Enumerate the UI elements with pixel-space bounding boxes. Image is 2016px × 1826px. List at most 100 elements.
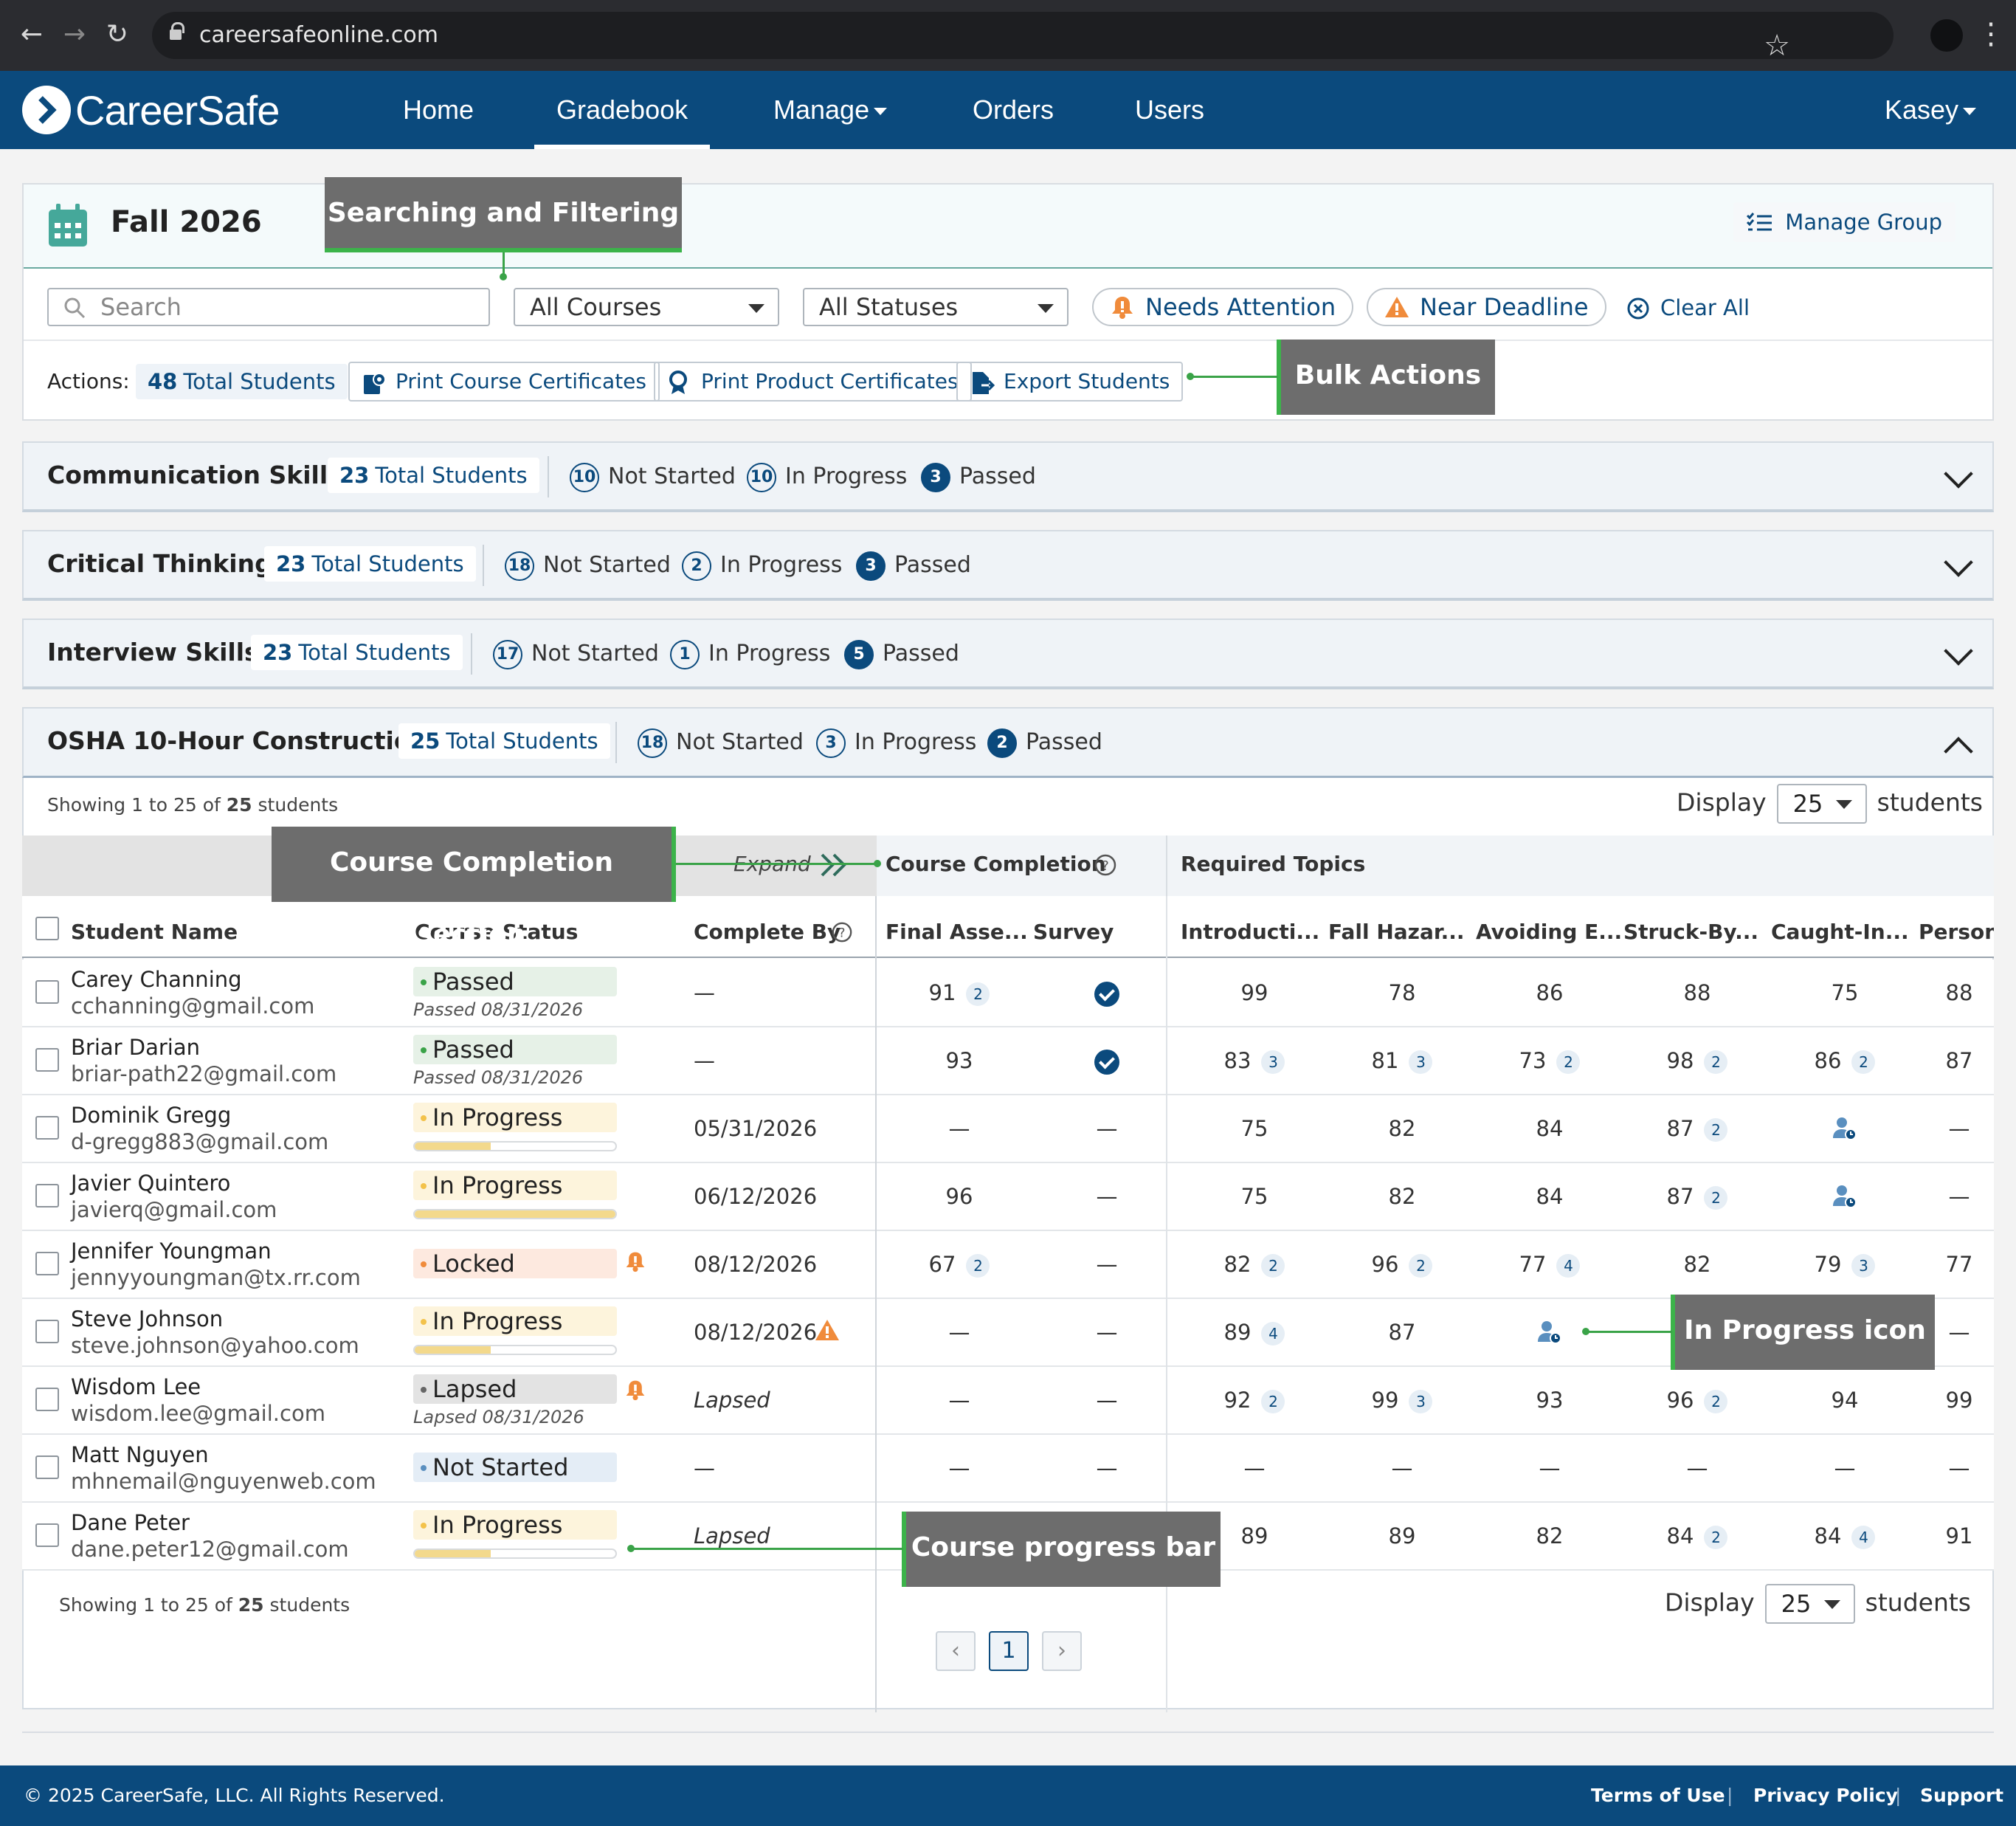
chevron-down-icon[interactable] <box>1944 548 1973 577</box>
course-row-interview-skills[interactable]: Interview Skills 23 Total Students 17 Not … <box>22 619 1994 689</box>
page-1-button[interactable]: 1 <box>989 1631 1029 1671</box>
row-checkbox[interactable] <box>35 1455 59 1479</box>
grade-value: 87 <box>1945 1048 1973 1073</box>
nav-manage[interactable]: Manage <box>773 71 888 149</box>
course-row-critical-thinking[interactable]: Critical Thinking 23 Total Students 18 Not… <box>22 530 1994 601</box>
course-total-label: Total Students <box>446 728 598 754</box>
next-page-button[interactable]: › <box>1042 1631 1082 1671</box>
brand-name: CareerSafe <box>75 86 280 134</box>
col-final-assessment[interactable]: Final Asse... <box>886 920 1028 944</box>
double-chevron-right-icon[interactable] <box>819 852 849 878</box>
grade-cell: 87 2 <box>1623 1184 1771 1210</box>
total-students-label: Total Students <box>183 369 336 394</box>
check-circle-icon <box>1094 982 1119 1007</box>
in-progress-person-icon[interactable] <box>1832 1117 1857 1146</box>
chevron-down-icon[interactable] <box>1944 636 1973 666</box>
course-status-badge: Not Started <box>413 1453 617 1482</box>
student-name: Steve Johnson <box>71 1306 224 1331</box>
callout-course-completion: Course Completion section <box>272 827 676 950</box>
help-circle-icon[interactable]: ? <box>1094 853 1117 877</box>
grade-value: 93 <box>945 1048 973 1073</box>
in-progress-person-icon[interactable] <box>1537 1321 1562 1350</box>
support-link[interactable]: Support <box>1920 1785 2004 1806</box>
manage-group-button[interactable]: Manage Group <box>1733 202 1955 242</box>
row-checkbox[interactable] <box>35 1048 59 1072</box>
privacy-link[interactable]: Privacy Policy <box>1753 1785 1898 1806</box>
nav-users[interactable]: Users <box>1135 94 1205 125</box>
nav-home[interactable]: Home <box>403 94 474 125</box>
display-count-top: Display 25 students <box>1677 784 1983 824</box>
row-checkbox[interactable] <box>35 1252 59 1275</box>
grade-cell: 73 2 <box>1476 1048 1623 1074</box>
chevron-up-icon[interactable] <box>1944 737 1973 766</box>
col-complete-by[interactable]: Complete By <box>694 920 841 944</box>
grade-value: — <box>1834 1455 1856 1481</box>
grade-cell: — <box>886 1116 1033 1141</box>
checklist-icon <box>1747 213 1772 231</box>
course-filter-select[interactable]: All Courses <box>514 288 779 326</box>
help-circle-icon[interactable]: ? <box>831 921 853 943</box>
select-all-checkbox[interactable] <box>35 917 59 940</box>
col-avoiding-electrocution[interactable]: Avoiding E... <box>1476 920 1623 944</box>
row-checkbox[interactable] <box>35 1320 59 1343</box>
profile-avatar[interactable] <box>1930 19 1963 52</box>
prev-page-button[interactable]: ‹ <box>936 1631 976 1671</box>
col-student-name[interactable]: Student Name <box>71 920 238 944</box>
forward-icon[interactable]: → <box>63 19 86 49</box>
display-select[interactable]: 25 <box>1776 784 1867 824</box>
grade-value: 75 <box>1240 1116 1268 1141</box>
grade-cell: 96 <box>886 1184 1033 1209</box>
careersafe-logo[interactable]: CareerSafe <box>22 86 280 134</box>
address-bar[interactable]: careersafeonline.com ☆ <box>152 12 1894 63</box>
group-header <box>24 185 1992 267</box>
grade-cell: — <box>1033 1388 1181 1413</box>
near-deadline-filter[interactable]: Near Deadline <box>1367 288 1606 326</box>
course-status-badge: Locked <box>413 1249 617 1278</box>
course-row-communication-skills[interactable]: Communication Skills 23 Total Students 10… <box>22 441 1994 512</box>
grade-value: — <box>1391 1455 1413 1481</box>
reload-icon[interactable]: ↻ <box>106 19 129 49</box>
bookmark-star-icon[interactable]: ☆ <box>1764 29 1790 63</box>
menu-kebab-icon[interactable]: ⋮ <box>1976 17 2006 51</box>
grade-cell: — <box>1033 1320 1181 1345</box>
chevron-down-icon[interactable] <box>1944 459 1973 489</box>
col-introduction[interactable]: Introducti... <box>1181 920 1320 944</box>
row-checkbox[interactable] <box>35 1116 59 1140</box>
total-students-badge[interactable]: 48 Total Students <box>136 364 348 399</box>
row-checkbox[interactable] <box>35 1184 59 1207</box>
col-survey[interactable]: Survey <box>1033 920 1114 944</box>
print-course-certificates-button[interactable]: Print Course Certificates <box>348 362 660 402</box>
display-select[interactable]: 25 <box>1764 1584 1855 1624</box>
course-row-osha-10-hour[interactable]: OSHA 10-Hour Construction 25 Total Studen… <box>22 707 1994 778</box>
row-checkbox[interactable] <box>35 1388 59 1411</box>
export-students-button[interactable]: Export Students <box>956 362 1184 402</box>
bell-alert-icon[interactable] <box>624 1379 646 1404</box>
nav-orders[interactable]: Orders <box>973 94 1054 125</box>
search-input[interactable]: Search <box>47 288 490 326</box>
student-email: javierq@gmail.com <box>71 1197 277 1222</box>
col-caught-in[interactable]: Caught-In... <box>1771 920 1909 944</box>
row-checkbox[interactable] <box>35 980 59 1004</box>
count-not-started: 17 <box>493 639 522 669</box>
terms-link[interactable]: Terms of Use <box>1591 1785 1725 1806</box>
complete-by: 08/12/2026 <box>694 1320 818 1345</box>
print-product-certificates-button[interactable]: Print Product Certificates <box>654 362 972 402</box>
col-personal[interactable]: Person <box>1919 920 1994 944</box>
check-circle-icon <box>1094 1050 1119 1075</box>
nav-gradebook[interactable]: Gradebook <box>534 71 711 149</box>
col-fall-hazards[interactable]: Fall Hazar... <box>1328 920 1465 944</box>
user-menu[interactable]: Kasey <box>1885 71 1977 149</box>
row-checkbox[interactable] <box>35 1523 59 1547</box>
col-struck-by[interactable]: Struck-By... <box>1623 920 1759 944</box>
clear-all-button[interactable]: Clear All <box>1626 289 1750 326</box>
needs-attention-filter[interactable]: Needs Attention <box>1092 288 1354 326</box>
status-filter-select[interactable]: All Statuses <box>803 288 1069 326</box>
in-progress-person-icon[interactable] <box>1832 1185 1857 1214</box>
callout-line <box>1587 1331 1672 1333</box>
grade-value: 82 <box>1536 1523 1564 1548</box>
divider <box>1166 836 1167 896</box>
col-course-status[interactable]: Course Status <box>415 920 578 944</box>
grade-cell <box>1033 980 1181 1007</box>
bell-alert-icon[interactable] <box>624 1250 646 1275</box>
back-icon[interactable]: ← <box>20 19 44 49</box>
